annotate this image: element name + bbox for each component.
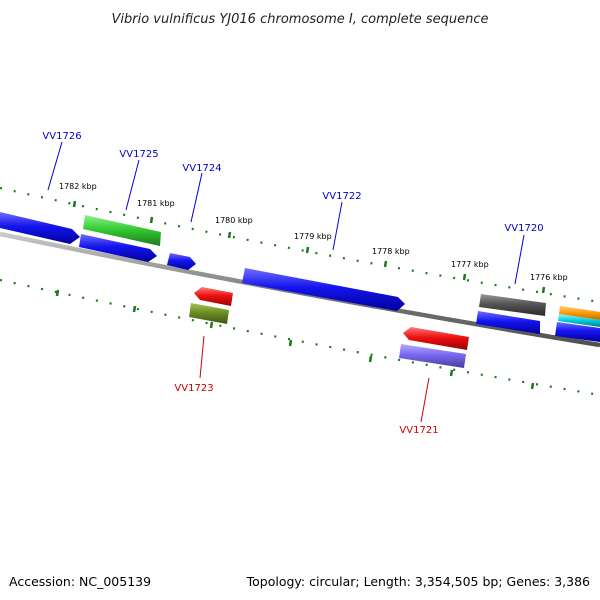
cog-feature-gray [479,294,546,316]
cds-arrow-forward [167,253,196,270]
gene-label-vv1724: VV1724 [182,163,221,174]
forward-cds-track [0,212,600,342]
cog-feature-ring-inner [189,303,466,368]
cog-feature-cyan [558,314,600,327]
tick-label: 1778 kbp [372,247,410,256]
tick-label: 1779 kbp [294,232,332,241]
gene-callouts [47,141,525,423]
cog-feature-olive [189,303,229,324]
cds-arrow-forward [555,322,600,342]
gene-label-vv1725: VV1725 [119,149,158,160]
cog-feature-ring [83,215,600,327]
major-ticks-lower [55,289,535,390]
cds-arrow-forward [242,268,405,311]
major-ticks-upper [72,200,546,294]
tick-label: 1780 kbp [215,216,253,225]
tick-label: 1782 kbp [59,182,97,191]
gene-label-vv1720: VV1720 [504,223,543,234]
gene-label-vv1723: VV1723 [174,383,213,394]
gene-label-vv1722: VV1722 [322,191,361,202]
gene-label-vv1721: VV1721 [399,425,438,436]
cds-arrow-forward [476,311,540,334]
cds-arrow-reverse [403,327,469,350]
cog-feature-green [83,215,161,246]
gene-labels: VV1726 VV1725 VV1724 VV1723 VV1722 VV172… [42,131,543,436]
tick-track-upper [0,186,600,304]
reverse-cds-track [194,287,469,350]
sequence-summary: Topology: circular; Length: 3,354,505 bp… [246,574,590,589]
cds-arrow-forward [0,212,80,244]
tick-label: 1781 kbp [137,199,175,208]
cds-arrow-forward [79,234,157,262]
cog-feature-purple [399,344,466,368]
tick-label: 1776 kbp [530,273,568,282]
tick-track-lower [0,278,600,397]
gene-label-vv1726: VV1726 [42,131,81,142]
tick-label: 1777 kbp [451,260,489,269]
cds-arrow-reverse [194,287,233,306]
cog-feature-orange [559,306,600,320]
map-title: Vibrio vulnificus YJ016 chromosome I, co… [111,12,488,27]
tick-labels: 1782 kbp 1781 kbp 1780 kbp 1779 kbp 1778… [59,182,568,282]
accession-label: Accession: NC_005139 [9,574,151,589]
